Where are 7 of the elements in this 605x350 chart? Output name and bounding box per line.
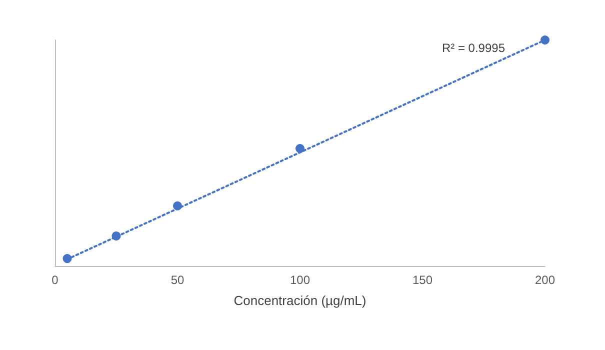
x-tick-label: 0 bbox=[52, 273, 59, 287]
x-axis-title: Concentración (µg/mL) bbox=[234, 293, 366, 308]
x-tick-label: 50 bbox=[170, 273, 184, 287]
x-tick-label: 150 bbox=[412, 273, 433, 287]
annotation: R² = 0.9995 bbox=[442, 41, 506, 55]
x-tick-label: 200 bbox=[534, 273, 556, 287]
x-tick-label: 100 bbox=[290, 273, 310, 287]
